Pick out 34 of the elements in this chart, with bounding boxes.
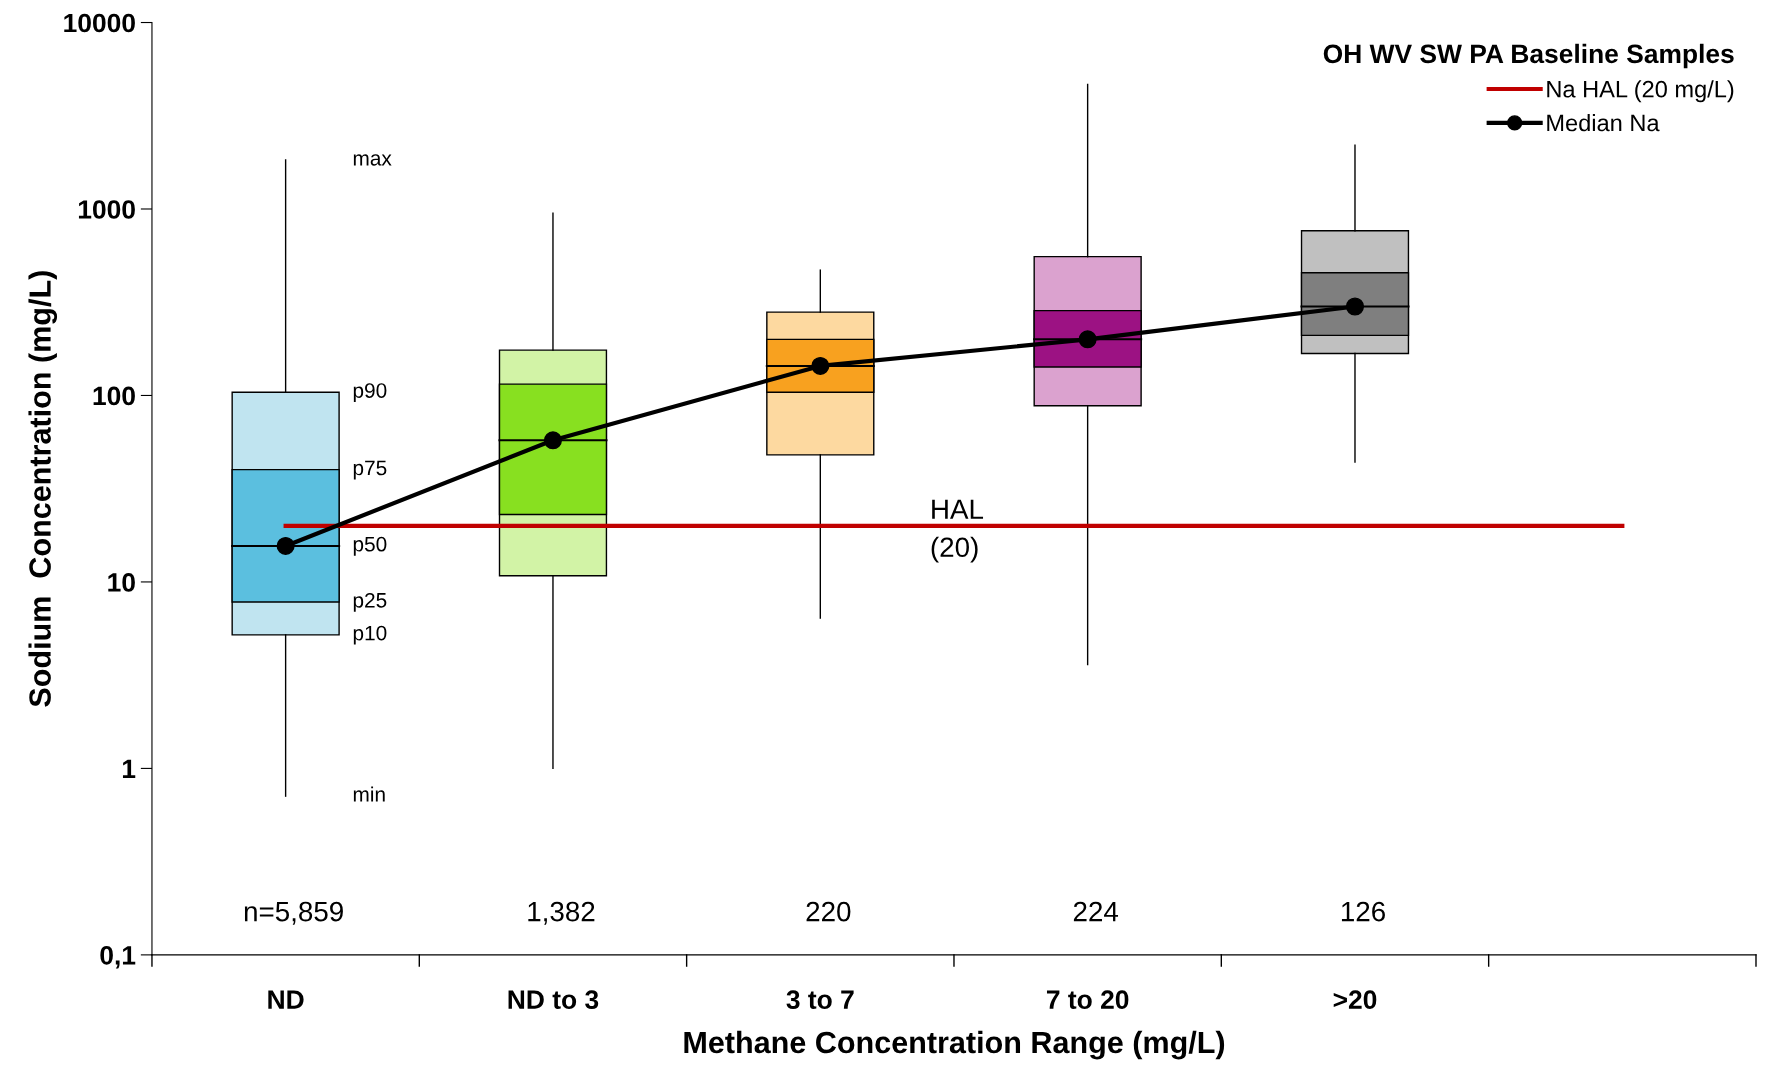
y-tick-label: 10 bbox=[108, 573, 135, 592]
annotation: max bbox=[353, 154, 392, 166]
annotation: p10 bbox=[353, 625, 387, 645]
x-tick-label: 3 to 7 bbox=[786, 990, 854, 1010]
x-tick-label: ND bbox=[268, 990, 304, 1009]
y-tick-label: 1000 bbox=[78, 200, 135, 219]
legend-label: Na HAL (20 mg/L) bbox=[1547, 80, 1734, 103]
annotation: 224 bbox=[1073, 901, 1119, 922]
annotation: p50 bbox=[353, 536, 387, 556]
y-tick-label: 10000 bbox=[64, 13, 135, 33]
point bbox=[1078, 330, 1097, 349]
annotation: 126 bbox=[1341, 901, 1385, 922]
annotation: min bbox=[353, 786, 385, 802]
legend-label: Median Na bbox=[1547, 113, 1660, 132]
x-tick-label: >20 bbox=[1333, 990, 1377, 1009]
annotation: n=5,859 bbox=[244, 901, 343, 925]
annotation: p90 bbox=[353, 383, 387, 402]
point bbox=[1345, 297, 1365, 316]
y-tick-label: 100 bbox=[93, 386, 135, 406]
point bbox=[543, 431, 562, 450]
point bbox=[811, 356, 830, 375]
annotation: p25 bbox=[353, 592, 387, 612]
annotation: 220 bbox=[806, 901, 851, 922]
x-tick-label: ND to 3 bbox=[508, 990, 599, 1010]
y-tick-label: 1 bbox=[122, 759, 136, 778]
legend-title: OH WV SW PA Baseline Samples bbox=[1323, 43, 1734, 69]
annotation: 1,382 bbox=[528, 901, 595, 925]
y-axis-title: Sodium Concentration (mg/L) bbox=[28, 271, 58, 707]
x-axis-title: Methane Concentration Range (mg/L) bbox=[684, 1030, 1225, 1060]
annotation: HAL (20) bbox=[931, 499, 984, 563]
y-tick-label: 0,1 bbox=[100, 946, 136, 969]
annotation: p75 bbox=[353, 460, 387, 480]
x-tick-label: 7 to 20 bbox=[1046, 990, 1129, 1009]
point bbox=[276, 536, 295, 555]
